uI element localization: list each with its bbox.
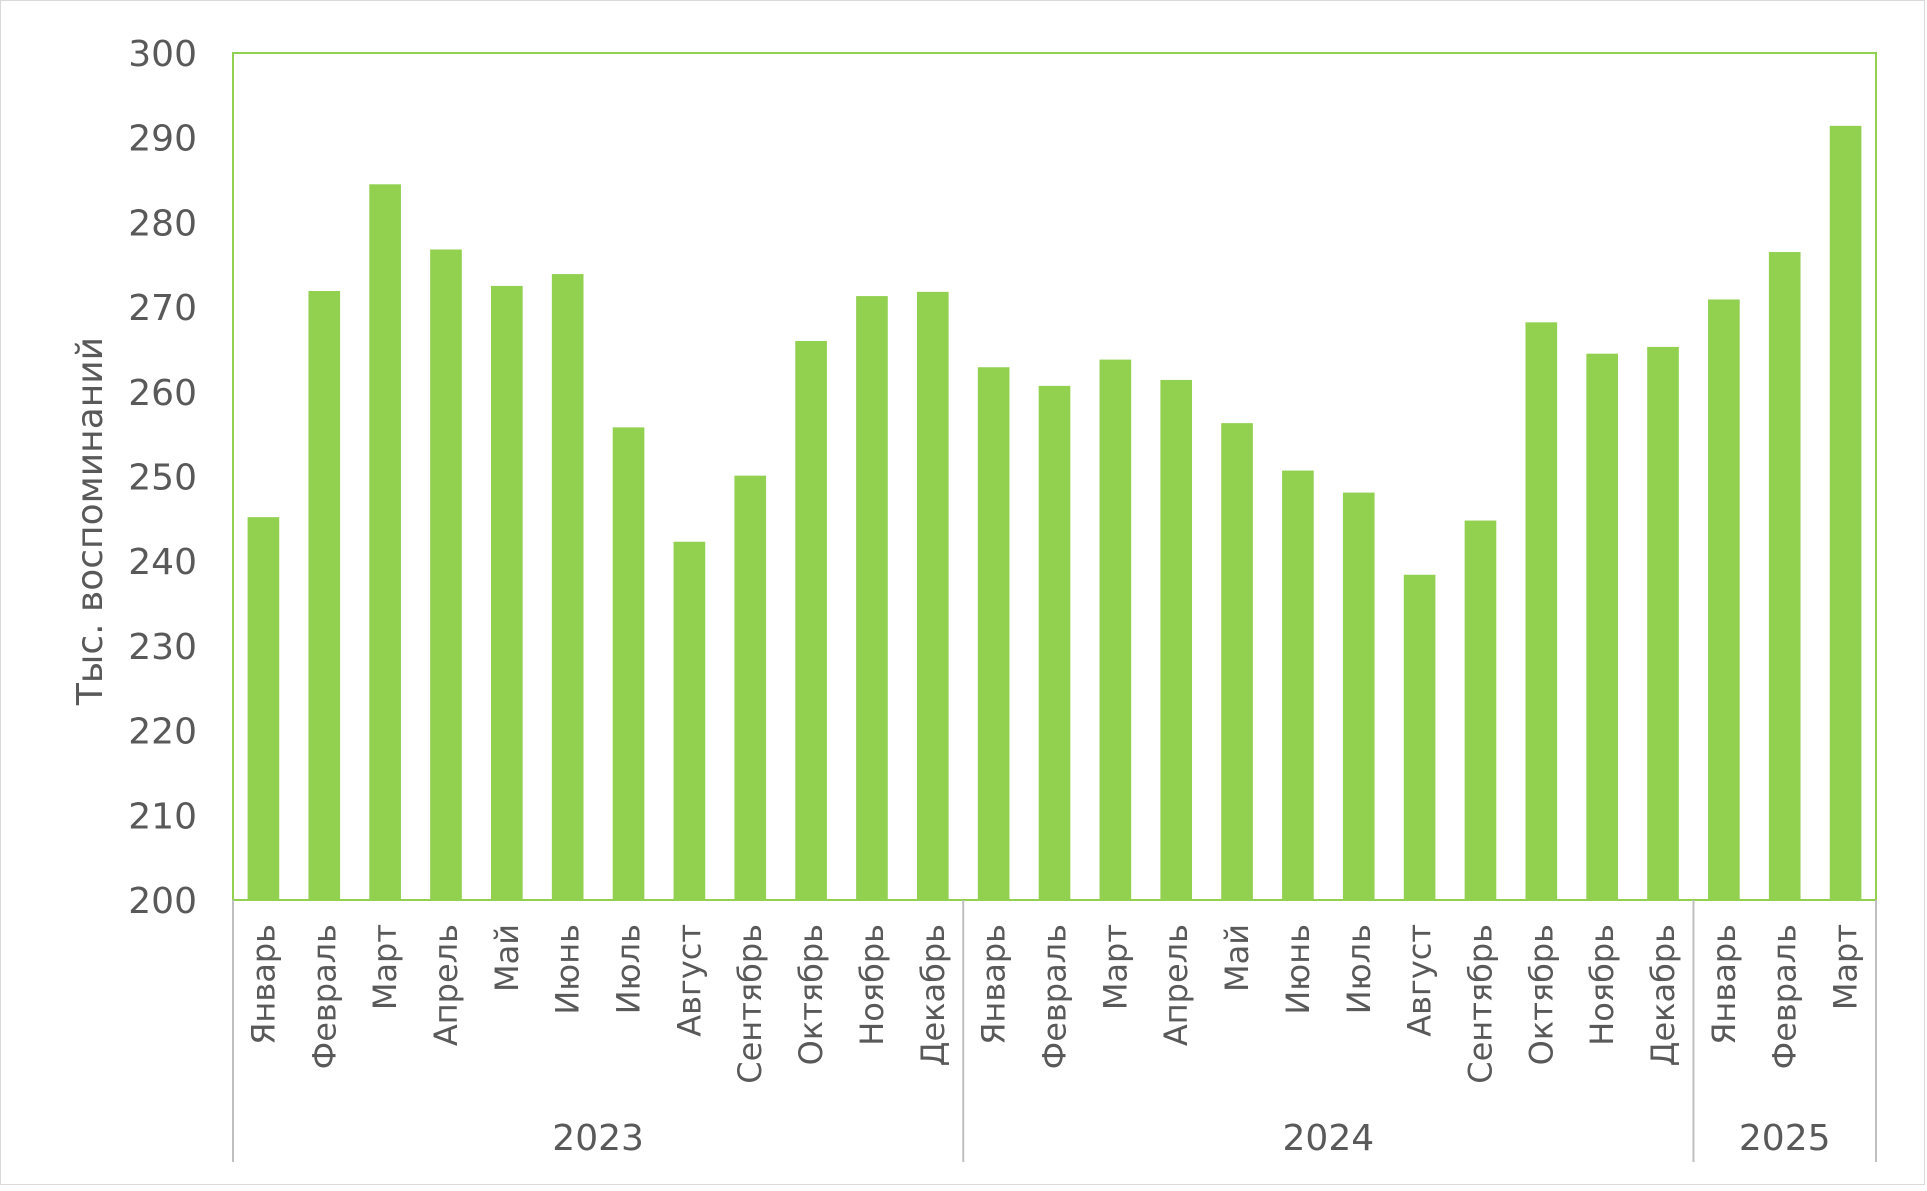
x-tick-label: Сентябрь — [731, 924, 769, 1084]
x-tick-label: Октябрь — [792, 924, 830, 1065]
bar — [673, 541, 706, 900]
y-tick-label: 300 — [128, 34, 197, 75]
x-tick-label: Август — [1401, 924, 1439, 1037]
bar — [430, 249, 462, 900]
x-tick-label: Февраль — [1766, 924, 1804, 1069]
y-axis-label: Тыс. воспоминаний — [70, 337, 111, 706]
x-axis-category-labels: Январь Февраль Март Апрель Май Июнь Июль Август… — [244, 924, 1864, 1084]
y-tick-label: 220 — [128, 712, 197, 753]
x-tick-label: Июнь — [549, 924, 587, 1015]
bar — [795, 340, 827, 901]
x-tick-label: Апрель — [1157, 924, 1195, 1046]
bar — [1221, 423, 1253, 900]
x-tick-label: Март — [1096, 924, 1134, 1010]
bar — [551, 274, 584, 900]
x-tick-label: Февраль — [305, 924, 343, 1069]
bar — [1829, 125, 1862, 901]
group-label: 2024 — [1283, 1118, 1375, 1159]
x-tick-label: Август — [670, 924, 708, 1037]
bar — [612, 427, 645, 900]
y-tick-label: 210 — [128, 796, 197, 837]
group-label: 2023 — [552, 1118, 644, 1159]
x-tick-label: Май — [488, 924, 526, 992]
bar — [1403, 574, 1436, 900]
bar — [369, 184, 401, 900]
y-tick-label: 250 — [128, 458, 197, 499]
x-tick-label: Сентябрь — [1461, 924, 1499, 1084]
x-tick-label: Декабрь — [1644, 924, 1682, 1067]
bar — [1282, 470, 1314, 900]
y-tick-label: 290 — [128, 119, 197, 160]
y-tick-label: 200 — [128, 881, 197, 922]
group-label: 2025 — [1739, 1118, 1831, 1159]
bar — [1160, 379, 1193, 900]
bar — [1038, 385, 1071, 901]
bar — [1768, 252, 1801, 901]
y-tick-label: 260 — [128, 373, 197, 414]
x-tick-label: Январь — [975, 924, 1013, 1045]
x-tick-label: Январь — [244, 924, 282, 1045]
x-tick-label: Июль — [1340, 924, 1378, 1014]
x-tick-label: Март — [366, 924, 404, 1010]
x-tick-label: Июль — [610, 924, 648, 1014]
x-tick-label: Январь — [1705, 924, 1743, 1045]
x-tick-label: Ноябрь — [1583, 924, 1621, 1046]
x-tick-label: Апрель — [427, 924, 465, 1046]
bar — [1525, 322, 1558, 900]
y-tick-label: 240 — [128, 542, 197, 583]
bar — [1708, 299, 1740, 900]
y-tick-label: 230 — [128, 627, 197, 668]
y-axis-ticks: 200 210 220 230 240 250 260 270 280 290 300 — [128, 34, 197, 922]
bar — [491, 285, 523, 900]
x-axis-group-labels: 2023 2024 2025 — [552, 1118, 1830, 1159]
bar — [977, 367, 1010, 900]
bar-series — [247, 125, 1862, 901]
x-tick-label: Ноябрь — [853, 924, 891, 1046]
x-tick-label: Май — [1218, 924, 1256, 992]
x-tick-label: Октябрь — [1522, 924, 1560, 1065]
x-axis-lines — [232, 900, 1877, 1162]
bar — [916, 291, 949, 900]
bar — [734, 475, 767, 900]
bar — [1586, 353, 1618, 900]
x-tick-label: Декабрь — [914, 924, 952, 1067]
y-tick-label: 280 — [128, 203, 197, 244]
y-tick-label: 270 — [128, 288, 197, 329]
x-tick-label: Март — [1827, 924, 1865, 1010]
bar — [1342, 492, 1375, 900]
bar — [1099, 359, 1132, 900]
bar — [1647, 346, 1679, 900]
bar — [308, 291, 341, 901]
bar — [856, 296, 888, 900]
x-tick-label: Февраль — [1036, 924, 1074, 1069]
x-tick-label: Июнь — [1279, 924, 1317, 1015]
bar — [1464, 520, 1497, 900]
bar — [247, 517, 280, 900]
